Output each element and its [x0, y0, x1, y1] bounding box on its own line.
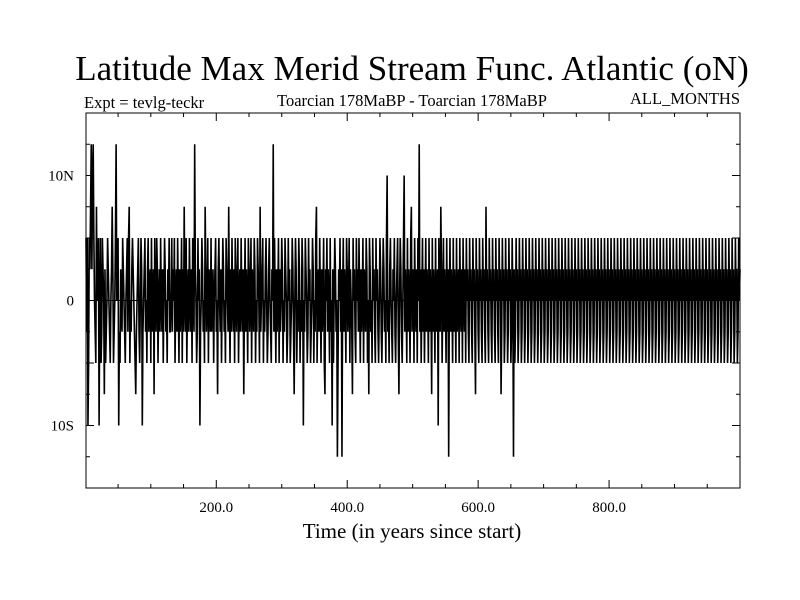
y-axis-ticks: 10N 0 10S — [48, 169, 74, 435]
y-tick-label: 10S — [51, 419, 74, 435]
y-tick-label: 10N — [48, 169, 74, 185]
series-line — [85, 144, 741, 457]
chart-title: Latitude Max Merid Stream Func. Atlantic… — [75, 49, 749, 88]
minor-ticks — [86, 112, 740, 489]
x-axis-label: Time (in years since start) — [303, 519, 522, 543]
chart-subtitle-right: ALL_MONTHS — [630, 89, 740, 108]
plot-area: 200.0 400.0 600.0 800.0 10N 0 10S — [48, 112, 741, 516]
plot-frame — [85, 112, 741, 489]
x-tick-label: 400.0 — [330, 500, 364, 516]
x-tick-label: 800.0 — [592, 500, 626, 516]
y-tick-label: 0 — [67, 294, 75, 310]
chart-subtitle-left: Expt = tevlg-teckr — [84, 93, 205, 112]
x-tick-label: 600.0 — [461, 500, 495, 516]
chart-subtitle-center: Toarcian 178MaBP - Toarcian 178MaBP — [277, 91, 547, 110]
x-axis-ticks: 200.0 400.0 600.0 800.0 — [199, 500, 626, 516]
x-tick-label: 200.0 — [199, 500, 233, 516]
